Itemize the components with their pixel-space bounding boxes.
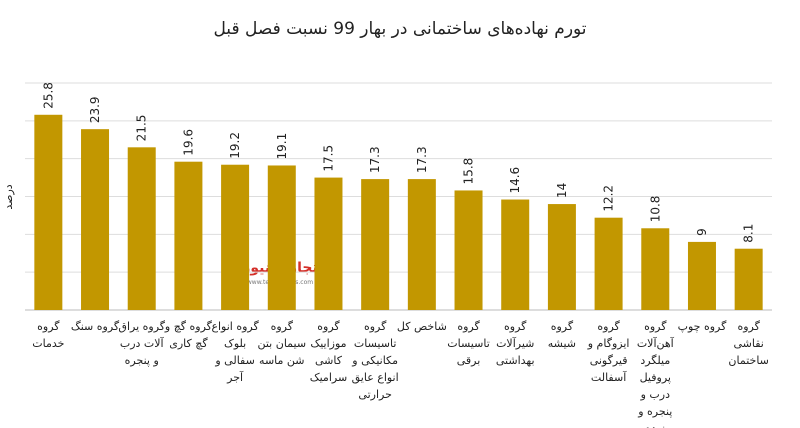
bar <box>734 248 763 310</box>
bar <box>687 241 716 310</box>
value-label: 9 <box>695 228 709 236</box>
bar <box>407 179 436 310</box>
value-label: 21.5 <box>135 115 149 142</box>
value-label: 19.6 <box>181 129 195 156</box>
value-label: 17.5 <box>321 145 335 172</box>
bar <box>81 129 110 310</box>
x-tick-label: گروه انواع بلوک سفالی و آجر <box>211 320 259 384</box>
x-tick-label: گروه سیمان بتن شن ماسه <box>257 320 307 367</box>
x-tick-label: گروه شیشه <box>547 320 577 350</box>
bar <box>547 204 576 310</box>
x-tick-label: گروه نقاشی ساختمان <box>728 320 769 367</box>
bar <box>594 217 623 310</box>
bar <box>501 199 530 310</box>
bar <box>34 114 63 310</box>
bar <box>454 190 483 310</box>
value-label: 25.8 <box>41 82 55 109</box>
x-tick-label: گروه یراق آلات درب و پنجره <box>118 320 166 367</box>
x-tick-label: گروه آهن‌آلات میلگرد پروفیل درب و پنجره … <box>636 320 674 428</box>
x-tick-label: گروه سنگ <box>70 320 120 333</box>
x-tick-label: گروه شیرآلات بهداشتی <box>495 320 535 367</box>
bar <box>314 177 343 310</box>
value-label: 12.2 <box>602 185 616 212</box>
value-label: 23.9 <box>88 96 102 123</box>
x-tick-label: گروه گچ و گچ کاری <box>164 320 212 350</box>
x-tick-label: گروه موزاییک کاشی سرامیک <box>309 320 348 384</box>
value-label: 17.3 <box>368 146 382 173</box>
bar <box>127 147 156 310</box>
value-label: 19.1 <box>275 133 289 160</box>
bar <box>267 165 296 310</box>
bar <box>221 164 250 310</box>
value-label: 19.2 <box>228 132 242 159</box>
value-label: 17.3 <box>415 146 429 173</box>
x-tick-label: شاخص کل <box>396 320 447 333</box>
value-label: 15.8 <box>462 158 476 185</box>
chart-title: تورم نهاده‌های ساختمانی در بهار 99 نسبت … <box>213 19 586 39</box>
value-label: 14 <box>555 183 569 198</box>
x-tick-label: گروه تاسیسات مکانیکی و انواع عایق حرارتی <box>351 320 399 401</box>
y-axis-label: درصد <box>2 184 15 209</box>
x-tick-label: گروه خدمات <box>32 320 65 350</box>
bar <box>641 228 670 310</box>
value-label: 14.6 <box>508 167 522 194</box>
value-label: 8.1 <box>742 224 756 243</box>
value-label: 10.8 <box>648 196 662 223</box>
x-tick-label: گروه چوپ <box>677 320 727 333</box>
x-tick-label: گروه تاسیسات برقی <box>447 320 490 367</box>
x-tick-label: گروه ایزوگام و قیرگونی آسفالت <box>587 320 630 384</box>
bar <box>174 161 203 310</box>
bar <box>361 179 390 310</box>
